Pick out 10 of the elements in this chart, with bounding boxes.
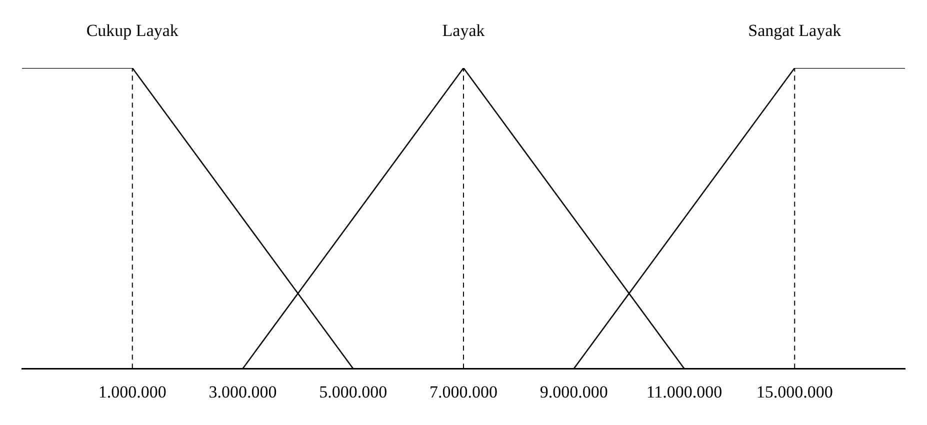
x-tick-label: 11.000.000 (646, 382, 722, 402)
x-tick-label: 9.000.000 (540, 382, 608, 402)
x-tick-label: 1.000.000 (98, 382, 166, 402)
x-tick-label: 7.000.000 (430, 382, 498, 402)
series-label: Sangat Layak (748, 20, 842, 40)
x-tick-label: 15.000.000 (756, 382, 833, 402)
series-label: Cukup Layak (86, 20, 179, 40)
x-tick-label: 3.000.000 (208, 382, 277, 402)
text: Layak (442, 20, 486, 40)
x-tick-label: 5.000.000 (319, 382, 388, 402)
